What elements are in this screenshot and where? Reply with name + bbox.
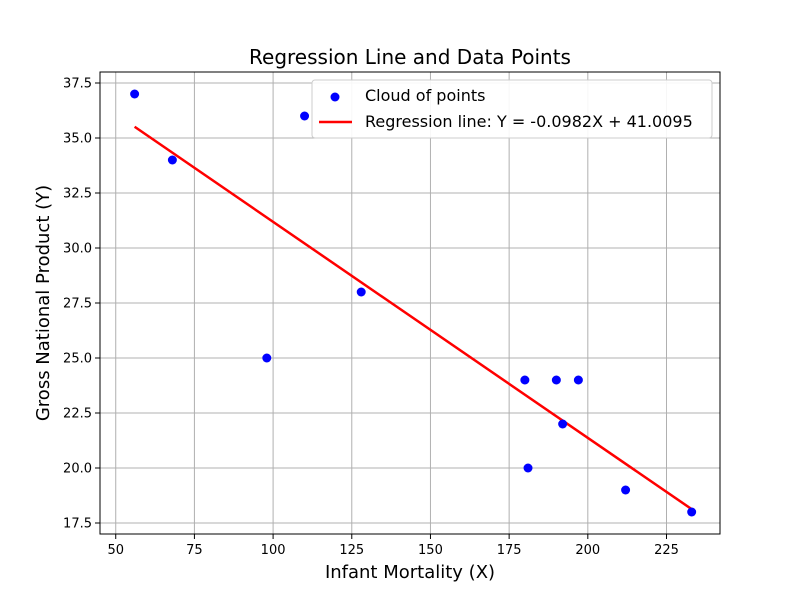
y-tick-label: 20.0 <box>63 462 92 477</box>
data-point <box>558 419 568 429</box>
x-tick-label: 175 <box>497 543 522 558</box>
y-tick-label: 17.5 <box>63 517 92 532</box>
data-point <box>523 463 533 473</box>
x-axis-label: Infant Mortality (X) <box>325 562 495 583</box>
data-point <box>573 375 583 385</box>
data-point <box>300 111 310 121</box>
regression-line-layer <box>133 125 693 511</box>
data-point <box>262 353 272 363</box>
x-tick-label: 225 <box>654 543 679 558</box>
x-tick-label: 150 <box>418 543 443 558</box>
legend: Cloud of points Regression line: Y = -0.… <box>311 79 713 139</box>
data-point <box>130 89 140 99</box>
data-point <box>621 485 631 495</box>
legend-scatter-marker <box>330 92 340 102</box>
y-axis-label: Gross National Product (Y) <box>33 185 54 421</box>
y-tick-label: 37.5 <box>63 77 92 92</box>
y-tick-label: 35.0 <box>63 132 92 147</box>
y-tick-label: 30.0 <box>63 242 92 257</box>
x-tick-label: 50 <box>107 543 124 558</box>
y-axis-ticks: 17.5 20.0 22.5 25.0 27.5 30.0 32.5 35.0 37.5 <box>63 77 100 532</box>
x-tick-label: 200 <box>575 543 600 558</box>
legend-scatter-label: Cloud of points <box>365 86 485 105</box>
y-tick-label: 32.5 <box>63 187 92 202</box>
data-points-layer <box>130 89 697 517</box>
x-tick-label: 100 <box>261 543 286 558</box>
x-tick-label: 75 <box>186 543 203 558</box>
regression-line <box>133 125 693 511</box>
chart-title: Regression Line and Data Points <box>249 45 571 69</box>
data-point <box>356 287 366 297</box>
x-axis-ticks: 50 75 100 125 150 175 200 225 <box>107 534 679 558</box>
y-tick-label: 22.5 <box>63 407 92 422</box>
data-point <box>520 375 530 385</box>
legend-box <box>311 79 713 139</box>
x-tick-label: 125 <box>339 543 364 558</box>
y-tick-label: 25.0 <box>63 352 92 367</box>
legend-line-label: Regression line: Y = -0.0982X + 41.0095 <box>365 112 693 131</box>
data-point <box>551 375 561 385</box>
data-point <box>687 507 697 517</box>
data-point <box>167 155 177 165</box>
y-tick-label: 27.5 <box>63 297 92 312</box>
